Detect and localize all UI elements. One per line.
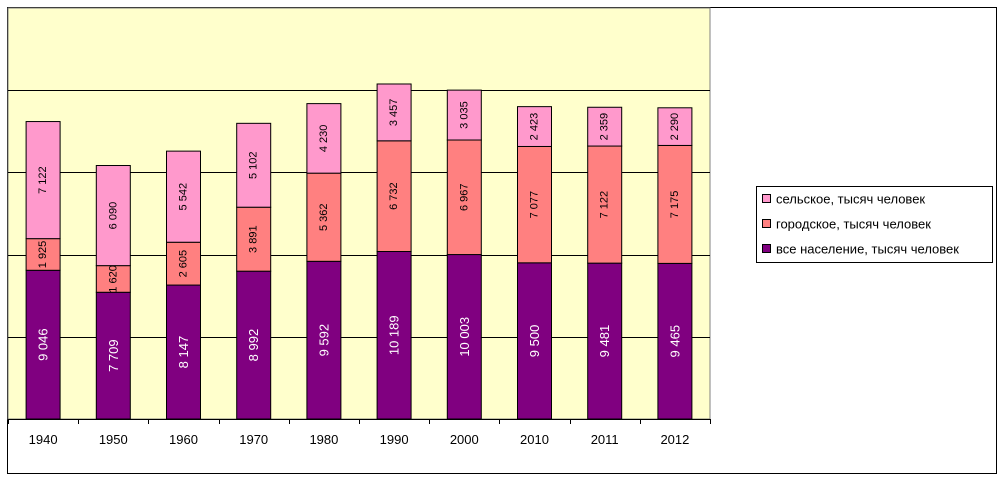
x-tick-label: 2000 [450,432,479,447]
legend-box [756,186,993,263]
bar-segment [25,238,61,271]
data-label: 8 992 [246,329,261,362]
bar-segment [306,260,342,420]
legend-label: сельское, тысяч человек [776,192,925,207]
data-label: 4 230 [318,125,330,153]
data-label: 7 175 [669,191,681,219]
bar-segment [95,291,131,420]
bar-segment [166,241,201,286]
data-label: 2 423 [529,113,541,141]
bar-segment [236,122,272,208]
data-label: 5 102 [248,151,260,179]
legend-swatch [762,194,771,203]
data-label: 9 465 [667,325,682,358]
bar-segment [166,284,201,420]
bar-segment [446,89,482,141]
data-label: 6 967 [458,184,470,212]
bar-segment [95,265,131,293]
bar-segment [376,250,412,420]
bar-segment [306,172,342,262]
bar-segment [236,270,272,420]
bars: 9 046 1 925 7 122 7 709 1 620 6 090 8 147 2 605… [25,83,693,420]
data-label: 9 592 [316,324,331,357]
x-tick-label: 1980 [309,432,338,447]
bar-segment [446,254,482,420]
legend-label: все население, тысяч человек [776,242,959,257]
data-label: 3 035 [458,101,470,129]
data-label: 9 481 [597,325,612,358]
bar-segment [376,140,412,252]
data-label: 5 362 [318,203,330,231]
data-label: 7 122 [599,191,611,219]
x-tick-label: 1990 [380,432,409,447]
data-label: 3 457 [388,99,400,127]
bar-segment [25,121,61,240]
bar-segment [587,106,623,147]
data-label: 7 709 [106,339,121,372]
bar-segment [166,150,201,243]
bar-segment [587,145,623,264]
x-tick-label: 2010 [520,432,549,447]
data-label: 3 891 [248,225,260,253]
bar-segment [446,139,482,256]
bar-segment [306,103,342,174]
data-label: 10 189 [387,315,402,355]
data-label: 7 077 [529,191,541,219]
legend-label: городское, тысяч человек [776,217,931,232]
x-tick-label: 1960 [169,432,198,447]
data-label: 1 620 [107,265,119,293]
data-label: 8 147 [176,336,191,369]
legend: сельское, тысяч человек городское, тысяч … [756,186,993,263]
x-tick-label: 1940 [29,432,58,447]
data-label: 1 925 [37,241,49,269]
bar-segment [657,144,693,264]
bar-segment [376,83,412,142]
data-label: 9 046 [36,328,51,361]
data-label: 2 359 [599,113,611,141]
data-label: 9 500 [527,325,542,358]
x-tick-label: 1950 [99,432,128,447]
bar-segment [657,107,693,146]
data-label: 6 090 [107,202,119,230]
data-label: 5 542 [178,183,190,211]
x-tick-label: 1970 [239,432,268,447]
bar-segment [517,106,552,147]
data-label: 2 290 [669,113,681,141]
legend-swatch [762,244,771,253]
data-label: 2 605 [178,250,190,278]
data-label: 6 732 [388,182,400,210]
x-tick-label: 2011 [591,432,619,447]
data-label: 10 003 [457,317,472,357]
bar-segment [657,262,693,420]
bar-segment [95,165,131,267]
legend-swatch [762,219,771,228]
x-axis: 1940 1950 1960 1970 1980 1990 2000 2010 2011 2012 [8,419,711,447]
bar-segment [236,206,272,272]
data-label: 7 122 [37,166,49,194]
x-tick-label: 2012 [660,432,689,447]
